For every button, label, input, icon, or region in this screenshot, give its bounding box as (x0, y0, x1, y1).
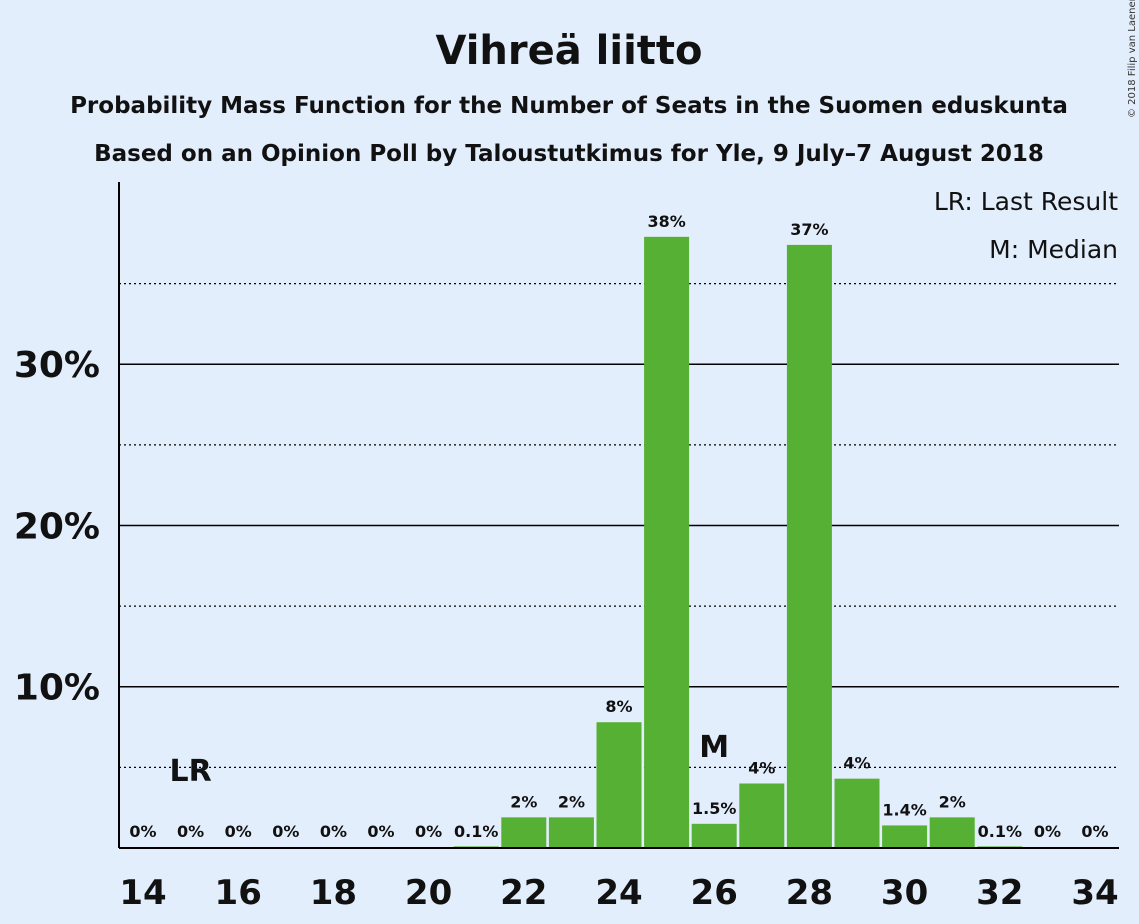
x-tick-label-28: 28 (786, 873, 833, 913)
bar-label-32: 0.1% (978, 822, 1022, 841)
x-tick-label-30: 30 (881, 873, 928, 913)
bar-label-25: 38% (647, 212, 685, 231)
bar-30 (882, 825, 928, 848)
bar-26 (691, 823, 737, 848)
bar-label-19: 0% (367, 822, 394, 841)
bar-24 (596, 722, 642, 848)
bar-25 (644, 236, 690, 848)
bar-label-26: 1.5% (692, 799, 736, 818)
bar-label-34: 0% (1081, 822, 1108, 841)
gridlines (119, 282, 1119, 769)
bar-label-33: 0% (1034, 822, 1061, 841)
x-tick-label-22: 22 (500, 873, 547, 913)
bar-label-14: 0% (129, 822, 156, 841)
bar-31 (929, 817, 975, 848)
chart-title: Vihreä liitto (435, 28, 702, 74)
y-tick-label-20: 20% (14, 506, 100, 547)
x-tick-label-34: 34 (1071, 873, 1118, 913)
y-tick-labels: 10% 20% 30% (14, 345, 100, 709)
bar-27 (739, 783, 785, 848)
bar-label-18: 0% (320, 822, 347, 841)
bar-label-15: 0% (177, 822, 204, 841)
bar-label-27: 4% (748, 758, 775, 777)
bar-label-24: 8% (605, 697, 632, 716)
y-tick-label-10: 10% (14, 668, 100, 709)
x-tick-label-20: 20 (405, 873, 452, 913)
x-tick-label-18: 18 (310, 873, 357, 913)
bar-label-22: 2% (510, 792, 537, 811)
bar-label-28: 37% (790, 220, 828, 239)
bar-29 (834, 778, 880, 848)
median-marker: M (699, 730, 729, 765)
bar-label-16: 0% (225, 822, 252, 841)
last-result-marker: LR (169, 754, 211, 789)
bar-22 (501, 817, 547, 848)
copyright-notice: © 2018 Filip van Laenen (1127, 0, 1138, 118)
bar-label-30: 1.4% (882, 800, 926, 819)
bar-label-29: 4% (843, 754, 870, 773)
y-tick-label-30: 30% (14, 345, 100, 386)
x-tick-label-32: 32 (976, 873, 1023, 913)
chart-subtitle-2: Based on an Opinion Poll by Taloustutkim… (94, 141, 1044, 167)
x-tick-label-24: 24 (595, 873, 642, 913)
legend-median: M: Median (989, 235, 1118, 264)
x-tick-label-26: 26 (691, 873, 738, 913)
x-tick-label-14: 14 (119, 873, 166, 913)
x-tick-labels: 14 16 18 20 22 24 26 28 30 32 34 (119, 873, 1118, 913)
bar-label-21: 0.1% (454, 822, 498, 841)
bar-label-31: 2% (939, 792, 966, 811)
legend-last-result: LR: Last Result (934, 187, 1118, 216)
bar-label-20: 0% (415, 822, 442, 841)
x-tick-label-16: 16 (215, 873, 262, 913)
bars (453, 236, 1023, 848)
bar-label-23: 2% (558, 792, 585, 811)
chart-subtitle-1: Probability Mass Function for the Number… (70, 93, 1068, 119)
bar-28 (786, 244, 832, 848)
bar-labels: 0% 0% 0% 0% 0% 0% 0% 0.1% 2% 2% 8% 38% 1.5% 4% 37% 4% 1.… (129, 212, 1108, 841)
bar-label-17: 0% (272, 822, 299, 841)
bar-23 (548, 817, 594, 848)
